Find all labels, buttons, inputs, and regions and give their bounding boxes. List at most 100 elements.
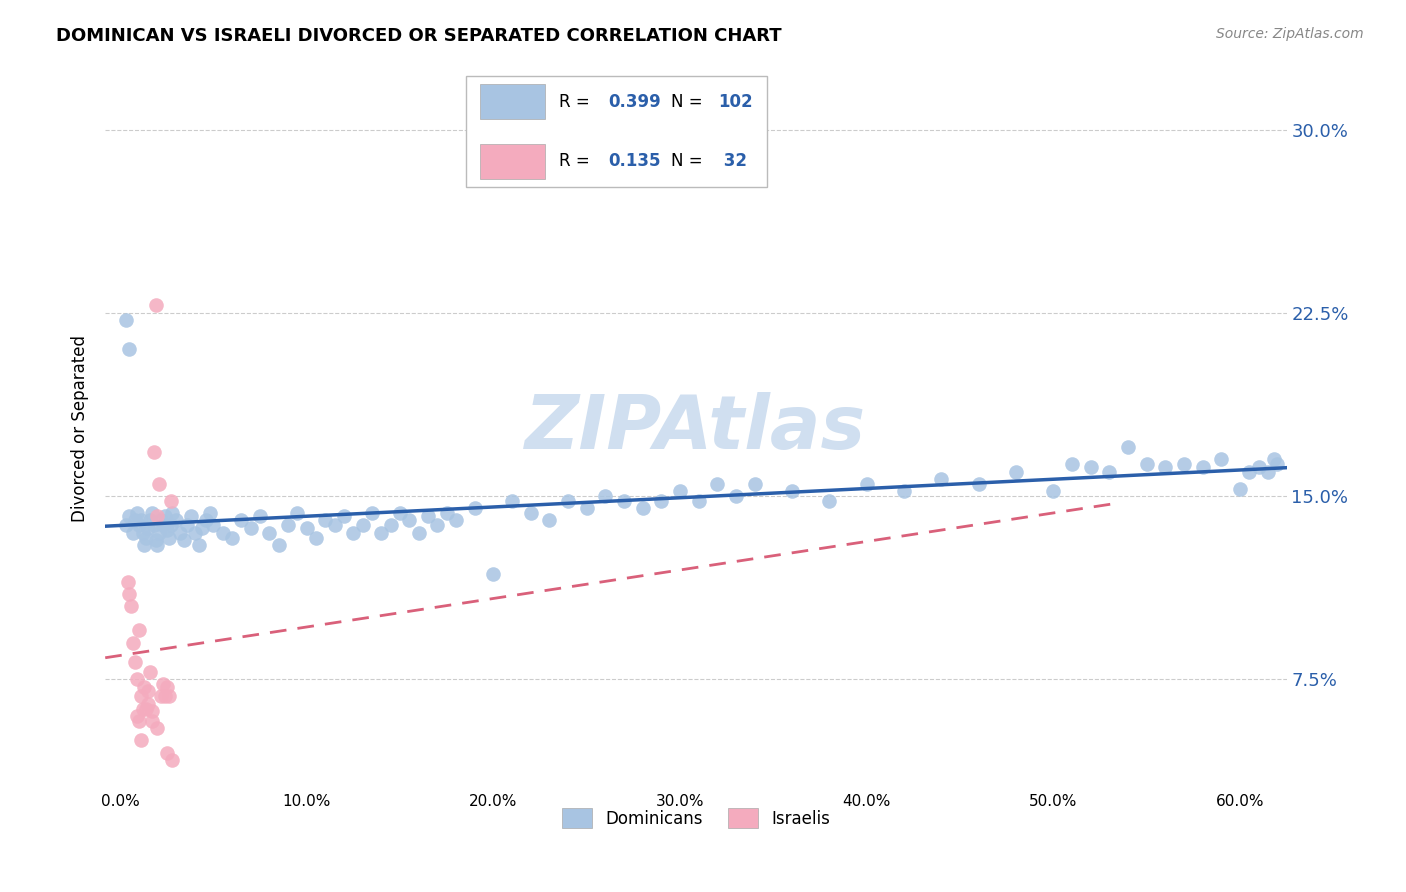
Point bbox=[1265, 458, 1288, 472]
Point bbox=[595, 489, 617, 503]
Point bbox=[148, 525, 170, 540]
Point bbox=[184, 525, 207, 540]
Point bbox=[187, 538, 209, 552]
Point bbox=[124, 514, 146, 528]
Point bbox=[287, 506, 309, 520]
Point bbox=[159, 518, 181, 533]
Point bbox=[150, 690, 173, 704]
Point bbox=[202, 518, 225, 533]
Point bbox=[370, 525, 392, 540]
Point bbox=[893, 484, 915, 499]
Point bbox=[157, 690, 180, 704]
Point bbox=[855, 476, 877, 491]
Point bbox=[211, 525, 233, 540]
Point bbox=[136, 697, 159, 711]
Point bbox=[135, 701, 157, 715]
Point bbox=[145, 533, 167, 547]
Point bbox=[323, 518, 346, 533]
Point bbox=[195, 514, 218, 528]
Text: N =: N = bbox=[671, 93, 709, 111]
Point bbox=[538, 514, 561, 528]
Point bbox=[1257, 465, 1279, 479]
Point bbox=[361, 506, 384, 520]
Point bbox=[1005, 465, 1028, 479]
Point bbox=[129, 690, 152, 704]
Point bbox=[129, 733, 152, 747]
Point bbox=[128, 714, 150, 728]
Point bbox=[1247, 459, 1270, 474]
Point bbox=[931, 472, 953, 486]
Point bbox=[967, 476, 990, 491]
Point bbox=[156, 746, 179, 760]
FancyBboxPatch shape bbox=[479, 85, 544, 119]
Point bbox=[165, 514, 187, 528]
Point bbox=[314, 514, 336, 528]
Point bbox=[146, 508, 169, 523]
Point bbox=[176, 518, 198, 533]
Point bbox=[267, 538, 290, 552]
Point bbox=[1154, 459, 1177, 474]
Point bbox=[333, 508, 356, 523]
Text: 32: 32 bbox=[718, 153, 748, 170]
Point bbox=[1098, 465, 1121, 479]
Point bbox=[464, 501, 486, 516]
Point bbox=[780, 484, 803, 499]
Point bbox=[141, 506, 163, 520]
Point bbox=[169, 525, 191, 540]
Point bbox=[389, 506, 412, 520]
Point bbox=[398, 514, 420, 528]
Text: DOMINICAN VS ISRAELI DIVORCED OR SEPARATED CORRELATION CHART: DOMINICAN VS ISRAELI DIVORCED OR SEPARAT… bbox=[56, 27, 782, 45]
Point bbox=[1173, 458, 1195, 472]
Point bbox=[146, 721, 169, 735]
Point bbox=[631, 501, 654, 516]
Point bbox=[1060, 458, 1083, 472]
Point bbox=[141, 714, 163, 728]
Text: Source: ZipAtlas.com: Source: ZipAtlas.com bbox=[1216, 27, 1364, 41]
Point bbox=[1116, 440, 1139, 454]
Point bbox=[519, 506, 541, 520]
Point bbox=[180, 508, 202, 523]
Point bbox=[1191, 459, 1213, 474]
FancyBboxPatch shape bbox=[465, 76, 766, 187]
Point bbox=[131, 701, 153, 715]
Point bbox=[134, 538, 156, 552]
FancyBboxPatch shape bbox=[479, 145, 544, 178]
Point bbox=[114, 518, 136, 533]
Point bbox=[162, 753, 184, 767]
Point bbox=[157, 531, 180, 545]
Point bbox=[120, 599, 142, 613]
Point bbox=[295, 521, 318, 535]
Point bbox=[153, 508, 176, 523]
Point bbox=[118, 587, 141, 601]
Point bbox=[426, 518, 449, 533]
Point bbox=[221, 531, 243, 545]
Point bbox=[153, 690, 176, 704]
Point bbox=[557, 494, 579, 508]
Point bbox=[128, 518, 150, 533]
Text: ZIPAtlas: ZIPAtlas bbox=[526, 392, 866, 466]
Point bbox=[124, 655, 146, 669]
Point bbox=[231, 514, 253, 528]
Point bbox=[1239, 465, 1261, 479]
Point bbox=[191, 521, 214, 535]
Point bbox=[135, 531, 157, 545]
Point bbox=[125, 506, 148, 520]
Point bbox=[139, 665, 162, 679]
Point bbox=[122, 525, 145, 540]
Point bbox=[152, 677, 174, 691]
Point bbox=[146, 538, 169, 552]
Point bbox=[1080, 459, 1102, 474]
Point bbox=[277, 518, 299, 533]
Point bbox=[501, 494, 523, 508]
Point bbox=[436, 506, 458, 520]
Point bbox=[117, 574, 139, 589]
Point bbox=[159, 494, 181, 508]
Point bbox=[650, 494, 672, 508]
Point bbox=[139, 514, 162, 528]
Point bbox=[134, 680, 156, 694]
Point bbox=[724, 489, 747, 503]
Point bbox=[342, 525, 364, 540]
Point bbox=[482, 567, 505, 582]
Y-axis label: Divorced or Separated: Divorced or Separated bbox=[72, 335, 89, 523]
Point bbox=[305, 531, 328, 545]
